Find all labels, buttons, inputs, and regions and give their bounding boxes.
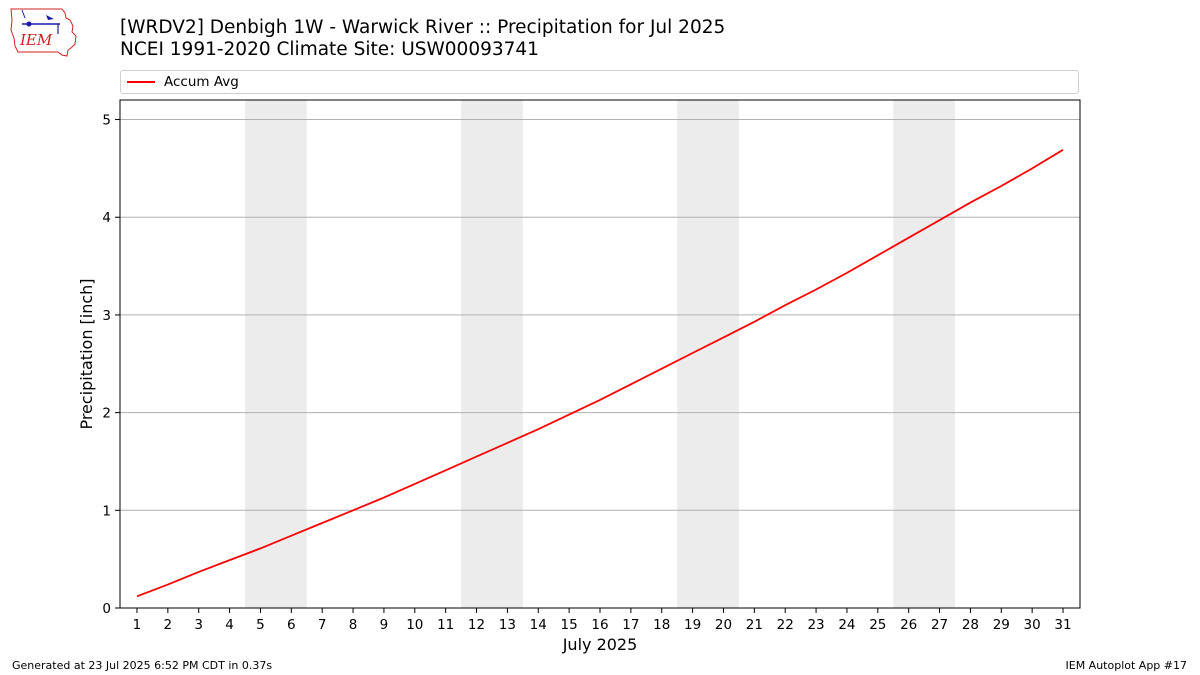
x-tick-label: 9 xyxy=(380,617,389,633)
logo-text: IEM xyxy=(19,31,53,49)
x-tick-label: 3 xyxy=(194,617,203,633)
x-tick-label: 29 xyxy=(993,617,1010,633)
x-tick-label: 13 xyxy=(499,617,516,633)
x-tick-label: 30 xyxy=(1024,617,1041,633)
x-tick-label: 23 xyxy=(807,617,824,633)
iem-logo: IEM xyxy=(10,8,77,57)
footer-app: IEM Autoplot App #17 xyxy=(1065,659,1188,672)
x-axis-label: July 2025 xyxy=(562,635,638,654)
x-tick-label: 28 xyxy=(962,617,979,633)
x-tick-label: 2 xyxy=(164,617,173,633)
weekend-band xyxy=(461,100,523,608)
series-line-accum-avg xyxy=(136,149,1064,598)
weekend-band xyxy=(893,100,955,608)
y-tick-label: 2 xyxy=(102,406,111,422)
weekend-band xyxy=(245,100,307,608)
legend-swatch-accum-avg xyxy=(127,81,155,83)
x-tick-label: 11 xyxy=(437,617,454,633)
chart-title: [WRDV2] Denbigh 1W - Warwick River :: Pr… xyxy=(120,17,726,38)
y-tick-label: 5 xyxy=(102,113,111,129)
x-tick-label: 16 xyxy=(591,617,608,633)
x-tick-label: 8 xyxy=(349,617,358,633)
x-tick-label: 15 xyxy=(561,617,578,633)
x-tick-label: 25 xyxy=(869,617,886,633)
x-tick-label: 5 xyxy=(256,617,265,633)
x-tick-label: 20 xyxy=(715,617,732,633)
footer-generated: Generated at 23 Jul 2025 6:52 PM CDT in … xyxy=(12,659,273,672)
chart-subtitle: NCEI 1991-2020 Climate Site: USW00093741 xyxy=(120,39,539,60)
x-tick-label: 22 xyxy=(777,617,794,633)
x-tick-label: 27 xyxy=(931,617,948,633)
x-tick-label: 1 xyxy=(133,617,142,633)
x-tick-label: 31 xyxy=(1054,617,1071,633)
x-tick-label: 26 xyxy=(900,617,917,633)
x-tick-label: 21 xyxy=(746,617,763,633)
y-tick-label: 4 xyxy=(102,210,111,226)
y-tick-label: 0 xyxy=(102,601,111,617)
x-tick-label: 14 xyxy=(530,617,547,633)
x-tick-label: 12 xyxy=(468,617,485,633)
x-tick-label: 18 xyxy=(653,617,670,633)
y-tick-label: 1 xyxy=(102,503,111,519)
weekend-band xyxy=(677,100,739,608)
x-tick-label: 19 xyxy=(684,617,701,633)
y-tick-label: 3 xyxy=(102,308,111,324)
y-axis-label: Precipitation [inch] xyxy=(77,278,96,429)
x-tick-label: 17 xyxy=(622,617,639,633)
x-tick-label: 24 xyxy=(838,617,855,633)
x-tick-label: 10 xyxy=(406,617,423,633)
legend: Accum Avg xyxy=(120,70,1079,94)
x-tick-label: 6 xyxy=(287,617,296,633)
x-tick-label: 4 xyxy=(225,617,234,633)
legend-label-accum-avg: Accum Avg xyxy=(164,74,239,90)
x-tick-label: 7 xyxy=(318,617,327,633)
